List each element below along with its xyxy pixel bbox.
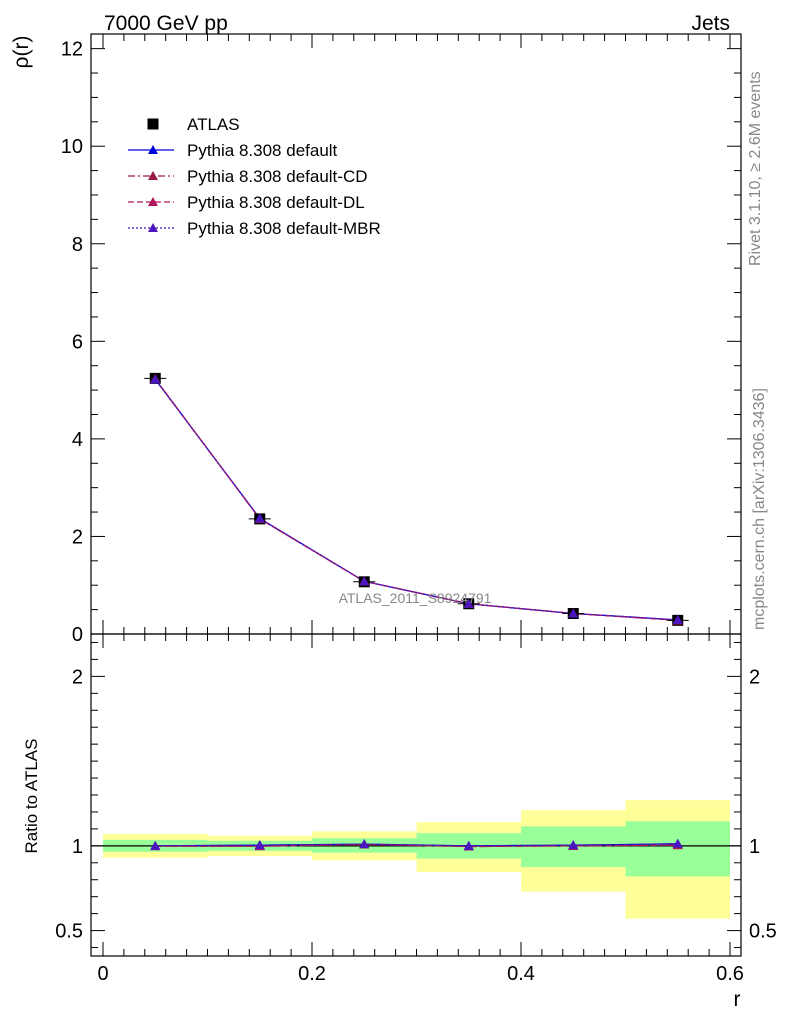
main-y-tick-label: 0 bbox=[72, 624, 83, 646]
ratio-ylabel: Ratio to ATLAS bbox=[22, 739, 41, 854]
legend-label: Pythia 8.308 default-MBR bbox=[187, 219, 381, 238]
main-y-tick-label: 2 bbox=[72, 526, 83, 548]
ratio-x-tick-label: 0.6 bbox=[716, 963, 744, 985]
data-point-triangle bbox=[150, 374, 161, 384]
ratio-y-tick-label-right: 0.5 bbox=[749, 921, 777, 943]
series-line-3 bbox=[154, 378, 678, 621]
legend-marker bbox=[147, 118, 159, 130]
mcplots-label: mcplots.cern.ch [arXiv:1306.3436] bbox=[751, 388, 768, 630]
ratio-point-triangle bbox=[254, 840, 265, 850]
main-y-tick-label: 6 bbox=[72, 331, 83, 353]
legend-marker bbox=[148, 197, 158, 206]
ratio-x-tick-label: 0.2 bbox=[298, 963, 326, 985]
header-right: Jets bbox=[691, 12, 730, 35]
main-y-tick-label: 10 bbox=[61, 136, 83, 158]
ratio-xlabel: r bbox=[734, 988, 741, 1011]
data-point-triangle bbox=[568, 608, 579, 618]
ratio-line-3 bbox=[155, 843, 678, 847]
ratio-x-tick-label: 0.4 bbox=[507, 963, 535, 985]
legend-label: ATLAS bbox=[187, 115, 240, 134]
legend-marker bbox=[148, 171, 158, 180]
legend-label: Pythia 8.308 default bbox=[187, 141, 338, 160]
data-point-triangle bbox=[254, 513, 265, 523]
series-line-4 bbox=[154, 378, 678, 621]
main-ylabel: ρ(r) bbox=[10, 36, 33, 69]
ratio-y-tick-label-right: 2 bbox=[749, 666, 760, 688]
ratio-point-triangle bbox=[463, 840, 474, 850]
series-line-2 bbox=[154, 378, 678, 621]
ratio-x-tick-label: 0 bbox=[97, 963, 108, 985]
ratio-y-tick-label-right: 1 bbox=[749, 836, 760, 858]
watermark: ATLAS_2011_S8924791 bbox=[339, 590, 492, 606]
main-y-tick-label: 12 bbox=[61, 39, 83, 61]
rivet-label: Rivet 3.1.10, ≥ 2.6M events bbox=[747, 71, 764, 266]
main-y-tick-label: 4 bbox=[72, 429, 83, 451]
legend-label: Pythia 8.308 default-DL bbox=[187, 193, 365, 212]
header-left: 7000 GeV pp bbox=[104, 12, 228, 35]
ratio-point-triangle bbox=[568, 840, 579, 850]
data-point-triangle bbox=[463, 598, 474, 608]
ratio-point-triangle bbox=[359, 839, 370, 849]
legend-marker bbox=[148, 145, 158, 154]
legend-marker bbox=[148, 223, 158, 232]
ratio-y-tick-label: 2 bbox=[72, 666, 83, 688]
ratio-y-tick-label: 0.5 bbox=[55, 921, 83, 943]
legend-label: Pythia 8.308 default-CD bbox=[187, 167, 368, 186]
main-y-tick-label: 8 bbox=[72, 234, 83, 256]
ratio-point-triangle bbox=[672, 838, 683, 848]
data-point-triangle bbox=[359, 576, 370, 586]
data-point-triangle bbox=[672, 614, 683, 624]
series-line-1 bbox=[154, 378, 678, 621]
ratio-y-tick-label: 1 bbox=[72, 836, 83, 858]
legend: ATLAS Pythia 8.308 default Pythia 8.308 de… bbox=[128, 115, 381, 238]
ratio-point-triangle bbox=[150, 840, 161, 850]
